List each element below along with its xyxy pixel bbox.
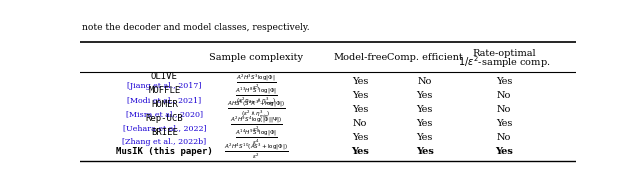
Text: Yes: Yes	[417, 119, 433, 128]
Text: Yes: Yes	[417, 105, 433, 114]
Text: $\frac{A^2 H^3 S^3 \log|\Phi|}{\varepsilon^2}$: $\frac{A^2 H^3 S^3 \log|\Phi|}{\varepsil…	[236, 72, 276, 92]
Text: Rep-UCB: Rep-UCB	[145, 114, 183, 123]
Text: MOFFLE: MOFFLE	[148, 86, 180, 95]
Text: HOMER: HOMER	[151, 100, 178, 109]
Text: MusIK (this paper): MusIK (this paper)	[116, 147, 212, 156]
Text: No: No	[497, 91, 511, 100]
Text: [Modi et al., 2021]: [Modi et al., 2021]	[127, 96, 202, 104]
Text: $\frac{A^{13} H^8 S^7 \log|\Phi|}{(\varepsilon^2 \eta_{\min} \wedge \eta^3_{\min: $\frac{A^{13} H^8 S^7 \log|\Phi|}{(\vare…	[235, 85, 277, 107]
Text: Yes: Yes	[496, 119, 512, 128]
Text: No: No	[417, 77, 432, 86]
Text: Yes: Yes	[352, 77, 369, 86]
Text: Yes: Yes	[417, 91, 433, 100]
Text: Yes: Yes	[416, 147, 434, 156]
Text: [Uehara et al., 2022]: [Uehara et al., 2022]	[123, 124, 206, 132]
Text: $1/\varepsilon^2$-sample comp.: $1/\varepsilon^2$-sample comp.	[458, 54, 550, 70]
Text: Yes: Yes	[352, 91, 369, 100]
Text: Sample complexity: Sample complexity	[209, 53, 303, 62]
Text: Yes: Yes	[495, 147, 513, 156]
Text: Model-free: Model-free	[333, 53, 387, 62]
Text: No: No	[353, 119, 367, 128]
Text: Yes: Yes	[417, 133, 433, 142]
Text: Rate-optimal: Rate-optimal	[472, 49, 536, 58]
Text: $\frac{A^2 H^9 S^4 \log(|\Phi||\Psi|)}{\varepsilon^2}$: $\frac{A^2 H^9 S^4 \log(|\Phi||\Psi|)}{\…	[230, 114, 282, 134]
Text: [Misra et al., 2020]: [Misra et al., 2020]	[126, 110, 203, 118]
Text: Comp. efficient: Comp. efficient	[387, 53, 463, 62]
Text: $\frac{A^2 H^4 S^{10}(AS^3+\log|\Phi|)}{\varepsilon^2}$: $\frac{A^2 H^4 S^{10}(AS^3+\log|\Phi|)}{…	[224, 142, 288, 161]
Text: Yes: Yes	[496, 77, 512, 86]
Text: Yes: Yes	[351, 147, 369, 156]
Text: [Jiang et al., 2017]: [Jiang et al., 2017]	[127, 82, 202, 90]
Text: Yes: Yes	[352, 133, 369, 142]
Text: $\frac{AHS^6(S^2A^3+\log|\Phi|)}{(\varepsilon^2 \wedge \eta^3_{\min})}$: $\frac{AHS^6(S^2A^3+\log|\Phi|)}{(\varep…	[227, 99, 285, 120]
Text: note the decoder and model classes, respectively.: note the decoder and model classes, resp…	[83, 23, 310, 32]
Text: Yes: Yes	[352, 105, 369, 114]
Text: No: No	[497, 105, 511, 114]
Text: [Zhang et al., 2022b]: [Zhang et al., 2022b]	[122, 138, 206, 146]
Text: $\frac{A^{14} H^9 S^8 \log|\Phi|}{\varepsilon^4}$: $\frac{A^{14} H^9 S^8 \log|\Phi|}{\varep…	[235, 128, 277, 147]
Text: BRIEE: BRIEE	[151, 128, 178, 137]
Text: No: No	[497, 133, 511, 142]
Text: OLIVE: OLIVE	[151, 72, 178, 81]
